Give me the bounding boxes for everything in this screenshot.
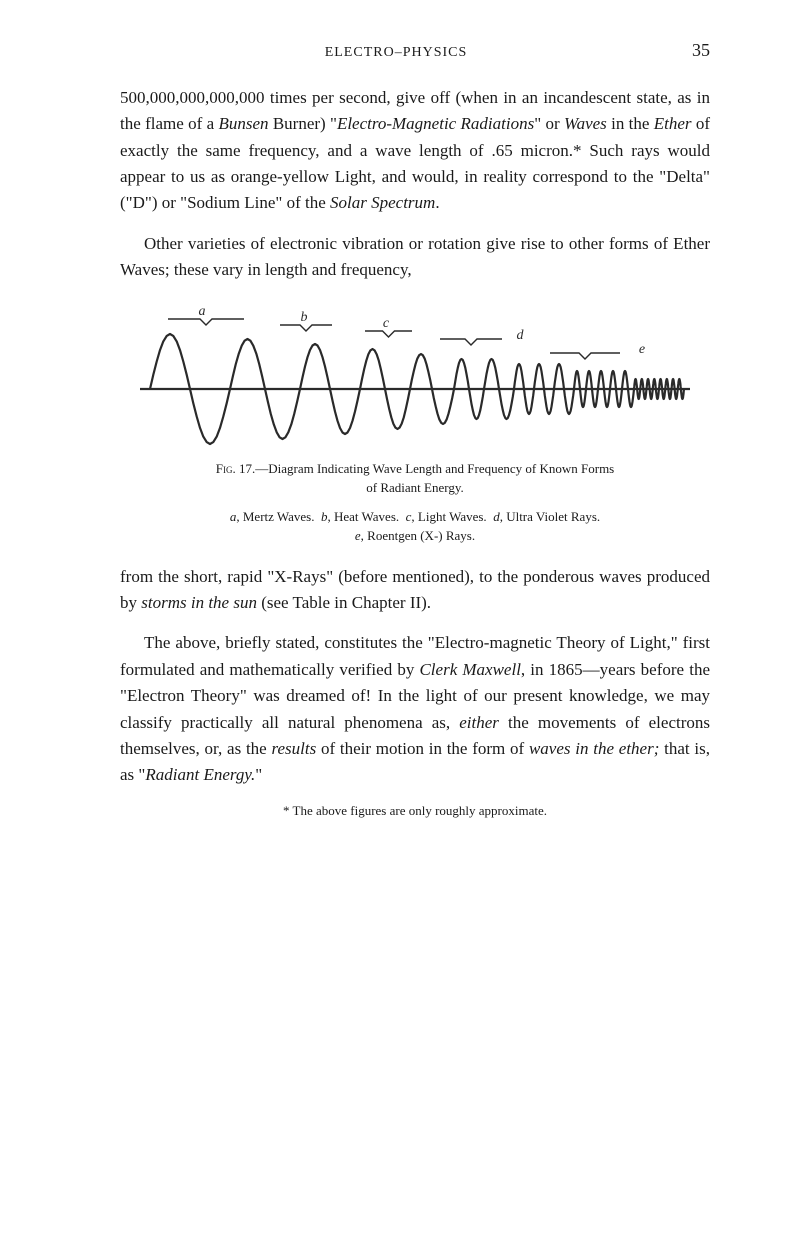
figure-17-caption: Fig. 17.—Diagram Indicating Wave Length …	[120, 460, 710, 498]
running-head: ELECTRO–PHYSICS	[120, 45, 672, 61]
svg-text:d: d	[517, 328, 525, 343]
paragraph-3: from the short, rapid "X-Rays" (before m…	[120, 564, 710, 617]
svg-text:a: a	[199, 304, 206, 319]
svg-text:e: e	[639, 342, 645, 357]
figure-17-diagram: a b c d e	[120, 297, 710, 447]
svg-text:b: b	[301, 310, 308, 325]
page-number: 35	[692, 40, 710, 61]
svg-text:c: c	[383, 316, 390, 331]
footnote: * The above figures are only roughly app…	[120, 803, 710, 819]
figure-17-container: a b c d e Fig. 17.—Diagram Indicating Wave L…	[120, 297, 710, 545]
paragraph-2: Other varieties of electronic vibration …	[120, 231, 710, 284]
page-header: ELECTRO–PHYSICS 35	[120, 40, 710, 61]
page-container: ELECTRO–PHYSICS 35 500,000,000,000,000 t…	[0, 0, 800, 892]
figure-17-caption-sub: a, Mertz Waves. b, Heat Waves. c, Light …	[120, 508, 710, 546]
paragraph-4: The above, briefly stated, constitutes t…	[120, 630, 710, 788]
paragraph-1: 500,000,000,000,000 times per second, gi…	[120, 85, 710, 217]
